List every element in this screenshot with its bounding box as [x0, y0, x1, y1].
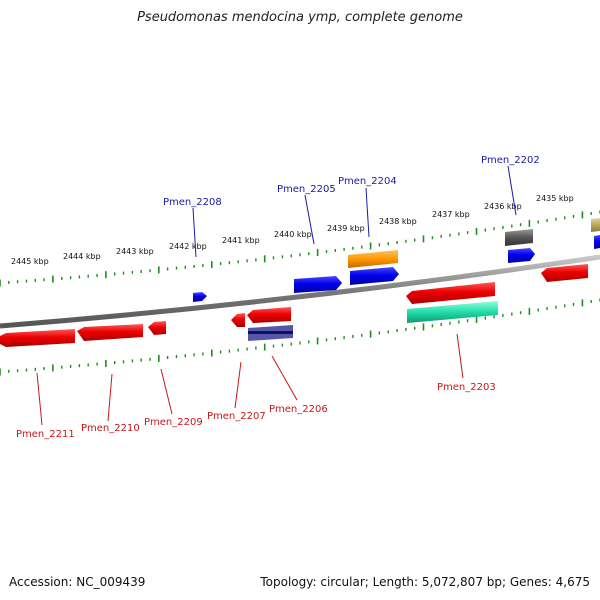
gene-partial[interactable]: [594, 235, 600, 249]
gene-pmen-2211[interactable]: [0, 329, 75, 347]
gene-label-pmen-2202[interactable]: Pmen_2202: [481, 155, 540, 166]
accession-text: Accession: NC_009439: [9, 575, 146, 589]
kbp-label: 2445 kbp: [11, 257, 49, 266]
gene-pmen-2203[interactable]: [407, 301, 498, 323]
gene-label-pmen-2211[interactable]: Pmen_2211: [16, 429, 75, 440]
gene-label-pmen-2207[interactable]: Pmen_2207: [207, 411, 266, 422]
genome-backbone: [0, 254, 600, 329]
kbp-labels: 2445 kbp 2444 kbp 2443 kbp 2442 kbp 2441…: [11, 194, 574, 266]
gene-pmen-2209[interactable]: [148, 321, 166, 335]
gene-labels: Pmen_2208 Pmen_2205 Pmen_2204 Pmen_2202 …: [16, 155, 540, 440]
gene-label-pmen-2203[interactable]: Pmen_2203: [437, 382, 496, 393]
kbp-label: 2442 kbp: [169, 242, 207, 251]
gene-pmen-2202[interactable]: [505, 229, 533, 246]
gene-reverse[interactable]: [406, 282, 495, 304]
gene-label-pmen-2205[interactable]: Pmen_2205: [277, 184, 336, 195]
kbp-label: 2436 kbp: [484, 202, 522, 211]
genome-title: Pseudomonas mendocina ymp, complete geno…: [137, 10, 463, 25]
kbp-label: 2437 kbp: [432, 210, 470, 219]
lower-scale: [0, 298, 600, 376]
upper-scale: [0, 210, 600, 287]
genome-summary-text: Topology: circular; Length: 5,072,807 bp…: [260, 575, 590, 589]
gene-pmen-2204[interactable]: [348, 250, 398, 268]
gene-pmen-2206[interactable]: [247, 307, 291, 323]
kbp-label: 2441 kbp: [222, 236, 260, 245]
callout-lines: [36, 165, 517, 426]
gene-pmen-2208[interactable]: [193, 292, 207, 302]
gene-stripe: [248, 331, 293, 334]
reverse-genes: [0, 264, 588, 347]
gene-label-pmen-2204[interactable]: Pmen_2204: [338, 176, 397, 187]
gene-label-pmen-2209[interactable]: Pmen_2209: [144, 417, 203, 428]
gene-partial[interactable]: [591, 218, 600, 232]
kbp-label: 2438 kbp: [379, 217, 417, 226]
kbp-label: 2444 kbp: [63, 252, 101, 261]
kbp-label: 2435 kbp: [536, 194, 574, 203]
gene-label-pmen-2210[interactable]: Pmen_2210: [81, 423, 140, 434]
forward-genes: [193, 218, 600, 302]
gene-label-pmen-2206[interactable]: Pmen_2206: [269, 404, 328, 415]
gene-pmen-2207[interactable]: [231, 313, 245, 327]
gene-label-pmen-2208[interactable]: Pmen_2208: [163, 197, 222, 208]
gene-pmen-2210[interactable]: [77, 324, 143, 341]
kbp-label: 2443 kbp: [116, 247, 154, 256]
gene-pmen-2205[interactable]: [294, 276, 342, 293]
gene-reverse[interactable]: [541, 264, 588, 282]
kbp-label: 2439 kbp: [327, 224, 365, 233]
kbp-label: 2440 kbp: [274, 230, 312, 239]
gene-forward[interactable]: [508, 248, 535, 263]
gene-forward[interactable]: [350, 267, 399, 285]
